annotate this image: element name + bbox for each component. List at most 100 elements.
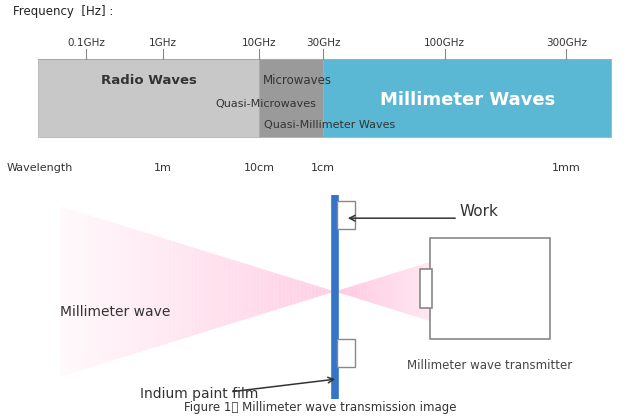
Polygon shape	[205, 251, 207, 332]
Text: Radio Waves: Radio Waves	[101, 74, 196, 87]
Text: 10cm: 10cm	[244, 163, 275, 173]
Polygon shape	[445, 257, 446, 326]
Polygon shape	[65, 208, 67, 375]
Polygon shape	[419, 265, 420, 318]
Polygon shape	[151, 234, 152, 349]
Polygon shape	[214, 254, 216, 329]
Polygon shape	[276, 273, 277, 310]
Polygon shape	[269, 271, 270, 312]
Bar	[323, 59, 611, 137]
Polygon shape	[448, 256, 449, 327]
Text: Quasi-Millimeter Waves: Quasi-Millimeter Waves	[264, 121, 396, 131]
Polygon shape	[180, 243, 181, 340]
Text: 1cm: 1cm	[311, 163, 335, 173]
Polygon shape	[114, 223, 115, 360]
Polygon shape	[96, 217, 97, 366]
Text: Millimeter wave transmitter: Millimeter wave transmitter	[408, 359, 573, 372]
Polygon shape	[429, 262, 430, 321]
Polygon shape	[400, 271, 401, 312]
Polygon shape	[305, 282, 306, 301]
Polygon shape	[182, 244, 184, 339]
Polygon shape	[273, 272, 275, 311]
Polygon shape	[282, 275, 283, 308]
Text: 300GHz: 300GHz	[546, 37, 587, 47]
Polygon shape	[412, 267, 413, 316]
Polygon shape	[397, 272, 398, 311]
Polygon shape	[384, 276, 385, 307]
Polygon shape	[138, 230, 140, 352]
Text: Millimeter wave: Millimeter wave	[60, 305, 170, 319]
Polygon shape	[125, 226, 126, 357]
Polygon shape	[177, 243, 179, 341]
Polygon shape	[421, 265, 422, 319]
Polygon shape	[385, 275, 386, 307]
Polygon shape	[441, 258, 442, 325]
Polygon shape	[327, 289, 328, 294]
Polygon shape	[426, 263, 428, 320]
Polygon shape	[258, 267, 259, 315]
Polygon shape	[408, 268, 410, 314]
Polygon shape	[390, 274, 391, 309]
Polygon shape	[335, 291, 336, 292]
Polygon shape	[283, 275, 284, 308]
Polygon shape	[81, 213, 82, 370]
Polygon shape	[474, 248, 476, 335]
Polygon shape	[71, 210, 72, 374]
Polygon shape	[401, 271, 402, 312]
Polygon shape	[68, 209, 70, 374]
Polygon shape	[124, 226, 125, 357]
Polygon shape	[74, 210, 75, 373]
Polygon shape	[129, 228, 130, 356]
Polygon shape	[202, 250, 203, 333]
Polygon shape	[156, 236, 157, 347]
Polygon shape	[302, 281, 303, 302]
Polygon shape	[420, 265, 421, 318]
Polygon shape	[463, 251, 465, 332]
Polygon shape	[437, 260, 438, 324]
Polygon shape	[434, 260, 435, 322]
Polygon shape	[251, 265, 253, 317]
Polygon shape	[148, 233, 149, 349]
Polygon shape	[292, 278, 294, 305]
Polygon shape	[147, 233, 148, 350]
Polygon shape	[144, 232, 145, 351]
Polygon shape	[306, 282, 307, 300]
Polygon shape	[395, 273, 396, 310]
Polygon shape	[423, 264, 424, 319]
Polygon shape	[313, 285, 314, 298]
Polygon shape	[479, 246, 480, 337]
Polygon shape	[230, 259, 232, 324]
Polygon shape	[133, 229, 134, 354]
Polygon shape	[310, 284, 312, 299]
Polygon shape	[345, 288, 346, 295]
Polygon shape	[154, 235, 155, 348]
Polygon shape	[222, 257, 223, 327]
Polygon shape	[240, 262, 241, 321]
Polygon shape	[223, 257, 225, 326]
Polygon shape	[354, 285, 355, 297]
Polygon shape	[339, 290, 340, 293]
Polygon shape	[163, 238, 164, 345]
Polygon shape	[432, 261, 433, 322]
Polygon shape	[356, 285, 358, 298]
Polygon shape	[86, 214, 88, 369]
Polygon shape	[388, 275, 389, 308]
Polygon shape	[199, 249, 200, 334]
Polygon shape	[473, 248, 474, 334]
Polygon shape	[460, 253, 461, 331]
Polygon shape	[195, 248, 196, 335]
Polygon shape	[72, 210, 74, 373]
Polygon shape	[227, 258, 228, 325]
Polygon shape	[346, 288, 347, 295]
Polygon shape	[451, 255, 452, 328]
Polygon shape	[265, 270, 266, 313]
Polygon shape	[221, 256, 222, 327]
Polygon shape	[191, 247, 192, 336]
Polygon shape	[301, 281, 302, 302]
Polygon shape	[152, 235, 154, 348]
Polygon shape	[367, 281, 369, 302]
Polygon shape	[321, 287, 323, 296]
Polygon shape	[290, 277, 291, 306]
Polygon shape	[84, 214, 86, 369]
Polygon shape	[259, 268, 260, 315]
